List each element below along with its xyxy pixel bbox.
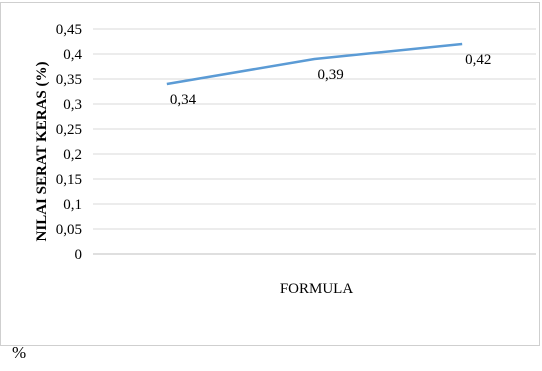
footer-percent-sign: %	[12, 343, 27, 362]
y-tick-label: 0	[75, 247, 83, 263]
y-tick-label: 0,45	[56, 22, 82, 38]
y-tick-label: 0,1	[63, 197, 82, 213]
data-label: 0,39	[318, 67, 344, 83]
data-label: 0,34	[170, 92, 197, 108]
y-tick-label: 0,2	[63, 147, 82, 163]
y-tick-label: 0,3	[63, 97, 82, 113]
y-tick-label: 0,35	[56, 72, 82, 88]
y-axis-label: NILAI SERAT KERAS (%)	[34, 62, 50, 242]
data-labels: 0,34 0,39 0,42	[170, 52, 492, 108]
series-line	[166, 42, 463, 86]
y-tick-label: 0,4	[63, 47, 82, 63]
y-tick-label: 0,25	[56, 122, 82, 138]
data-label: 0,42	[465, 52, 491, 68]
chart-area	[0, 2, 540, 346]
y-tick-label: 0,05	[56, 222, 82, 238]
y-tick-labels: 0 0,05 0,1 0,15 0,2 0,25 0,3 0,35 0,4 0,45	[56, 22, 83, 263]
line-chart: 00,050,10,150,20,250,30,350,40,45 0,340,…	[34, 22, 536, 297]
gridlines	[93, 28, 536, 230]
y-tick-label: 0,15	[56, 172, 82, 188]
x-axis-label: FORMULA	[280, 281, 354, 297]
